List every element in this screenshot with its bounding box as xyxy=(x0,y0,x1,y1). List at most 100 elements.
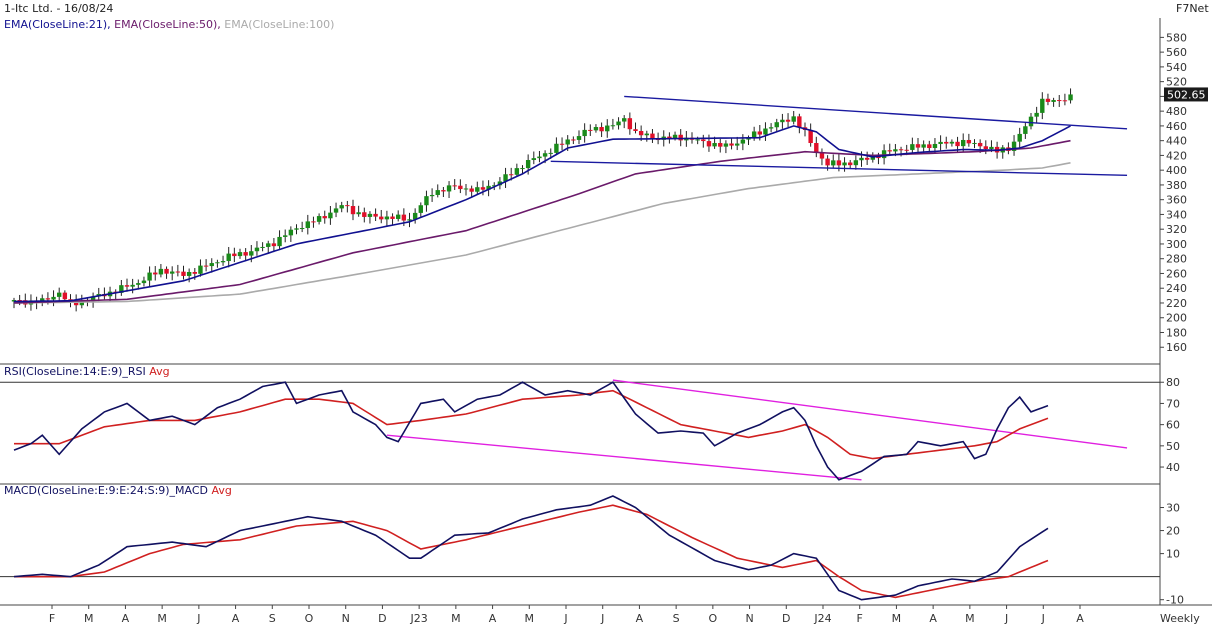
candle-up xyxy=(1068,94,1073,101)
y-tick-label: 240 xyxy=(1166,282,1187,295)
candle-up xyxy=(316,216,322,222)
ema-legend: EMA(CloseLine:21), EMA(CloseLine:50), EM… xyxy=(4,18,334,31)
candle-up xyxy=(170,271,175,274)
candle-up xyxy=(695,139,700,141)
rsi-line xyxy=(13,381,1049,481)
price-panel[interactable]: 1601802002202402602803003203403603804004… xyxy=(11,31,1208,354)
ema100-line xyxy=(13,162,1071,304)
candle-up xyxy=(859,157,864,161)
candle-up xyxy=(1034,112,1039,117)
candle-up xyxy=(412,212,418,220)
x-tick-label: F xyxy=(49,612,55,625)
rsi-legend: RSI(CloseLine:14:E:9)_RSI Avg xyxy=(4,365,170,378)
candle-up xyxy=(294,228,299,230)
candle-up xyxy=(446,185,452,192)
y-tick-label: 480 xyxy=(1166,105,1187,118)
candle-down xyxy=(373,213,378,217)
candle-down xyxy=(887,150,892,152)
legend-entry: EMA(CloseLine:100) xyxy=(221,18,335,31)
candle-down xyxy=(983,146,988,149)
candle-down xyxy=(62,292,68,300)
ema21-line xyxy=(13,125,1071,303)
candle-up xyxy=(237,252,243,257)
y-tick-label: 260 xyxy=(1166,267,1187,280)
trendline xyxy=(550,160,1128,177)
candle-up xyxy=(542,153,548,157)
trendline xyxy=(624,95,1128,130)
candle-up xyxy=(644,133,649,136)
panel-frames xyxy=(0,18,1212,606)
candle-down xyxy=(452,185,457,187)
candle-down xyxy=(633,129,638,132)
x-tick-label: J xyxy=(1041,612,1045,625)
candle-down xyxy=(175,271,181,273)
candle-down xyxy=(390,216,395,219)
candle-up xyxy=(418,205,423,213)
x-axis: F M A M J A S O N D J23 M A M J J A S O N D J24 F M A M J J A xyxy=(49,605,1084,625)
x-tick-label: M xyxy=(451,612,461,625)
candle-down xyxy=(588,129,593,131)
candle-down xyxy=(1057,100,1062,102)
candle-down xyxy=(192,271,197,274)
candle-up xyxy=(136,283,141,285)
candle-up xyxy=(949,141,955,144)
y-tick-label: 360 xyxy=(1166,194,1187,207)
candle-down xyxy=(825,158,830,166)
candle-down xyxy=(627,118,633,130)
candle-up xyxy=(961,139,966,147)
candle-up xyxy=(740,139,746,144)
candle-up xyxy=(514,168,520,175)
candle-down xyxy=(458,185,463,190)
y-tick-label: 440 xyxy=(1166,135,1187,148)
candle-up xyxy=(463,188,469,190)
candle-up xyxy=(774,122,779,128)
candle-down xyxy=(650,133,655,140)
macd-panel[interactable]: -10 10 20 30 xyxy=(0,495,1184,607)
candle-up xyxy=(158,268,164,275)
candle-up xyxy=(565,139,570,145)
candle-up xyxy=(356,212,361,215)
macd-legend: MACD(CloseLine:E:9:E:24:S:9)_MACD Avg xyxy=(4,484,232,497)
candle-down xyxy=(17,300,22,302)
x-tick-label: N xyxy=(745,612,753,625)
candle-down xyxy=(706,141,712,147)
candle-up xyxy=(486,185,491,190)
y-tick-label: 520 xyxy=(1166,76,1187,89)
candle-up xyxy=(910,144,915,150)
candle-up xyxy=(610,125,616,127)
x-tick-label: D xyxy=(378,612,386,625)
candle-down xyxy=(904,149,909,151)
y-tick-label: 280 xyxy=(1166,253,1187,266)
candle-up xyxy=(328,212,333,219)
candle-up xyxy=(921,144,926,148)
y-tick-label: 160 xyxy=(1166,341,1187,354)
candle-up xyxy=(90,296,96,302)
candle-up xyxy=(215,262,220,264)
candle-down xyxy=(362,212,367,217)
candle-down xyxy=(322,216,327,219)
x-tick-label: J xyxy=(196,612,200,625)
x-tick-label: J24 xyxy=(813,612,831,625)
candle-up xyxy=(554,143,559,153)
candle-up xyxy=(367,213,373,217)
x-tick-label: A xyxy=(232,612,240,625)
candle-down xyxy=(480,187,486,190)
candle-up xyxy=(503,174,508,182)
candle-up xyxy=(249,251,254,256)
rsi-panel[interactable]: 40 50 60 70 80 xyxy=(0,376,1180,481)
candle-up xyxy=(475,187,480,192)
candle-down xyxy=(311,221,316,223)
candle-up xyxy=(938,141,943,144)
y-tick-label: 200 xyxy=(1166,312,1187,325)
candle-up xyxy=(492,185,497,187)
candle-up xyxy=(1028,116,1034,127)
candle-up xyxy=(1023,126,1028,134)
candle-up xyxy=(260,246,265,248)
legend-entry: MACD(CloseLine:E:9:E:24:S:9)_MACD xyxy=(4,484,208,497)
candle-up xyxy=(763,128,768,135)
candle-up xyxy=(1040,98,1045,113)
candle-down xyxy=(808,129,813,144)
y-tick-label: 460 xyxy=(1166,120,1187,133)
candle-down xyxy=(785,119,791,122)
